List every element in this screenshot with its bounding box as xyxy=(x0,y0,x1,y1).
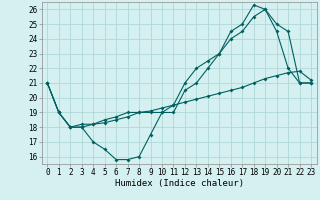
X-axis label: Humidex (Indice chaleur): Humidex (Indice chaleur) xyxy=(115,179,244,188)
